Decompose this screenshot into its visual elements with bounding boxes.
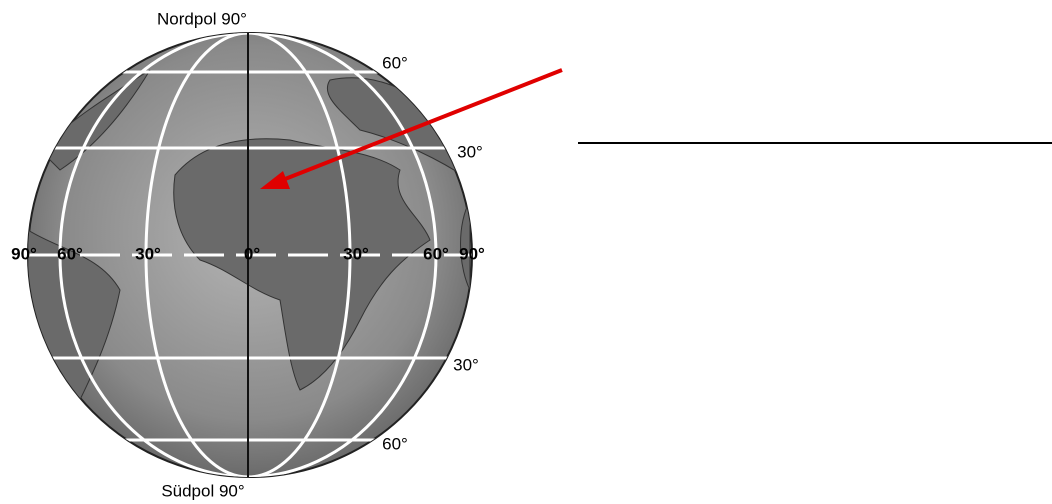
globe bbox=[27, 32, 473, 478]
latitude-label: 60° bbox=[382, 53, 408, 72]
longitude-label: 30° bbox=[343, 244, 369, 263]
latitude-label: 30° bbox=[453, 355, 479, 374]
pointer-arrow bbox=[260, 68, 563, 189]
longitude-label: 90° bbox=[459, 244, 485, 263]
north-pole-label: Nordpol 90° bbox=[157, 9, 247, 28]
longitude-label: 90° bbox=[11, 244, 37, 263]
latitude-label: 30° bbox=[457, 142, 483, 161]
latitude-label: 60° bbox=[382, 434, 408, 453]
longitude-label: 60° bbox=[57, 244, 83, 263]
longitude-label: 60° bbox=[423, 244, 449, 263]
south-pole-label: Südpol 90° bbox=[161, 481, 244, 500]
longitude-label: 0° bbox=[244, 244, 260, 263]
longitude-label: 30° bbox=[135, 244, 161, 263]
